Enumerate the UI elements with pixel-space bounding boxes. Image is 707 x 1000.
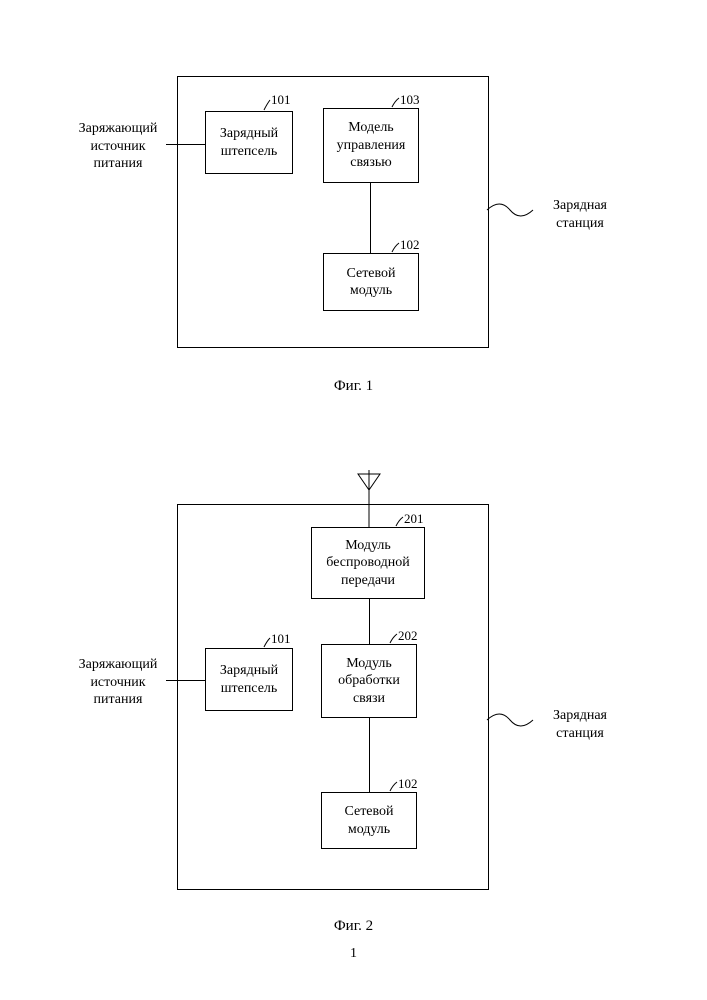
- text: Фиг. 2: [334, 918, 373, 934]
- fig2-right-wavy: [0, 0, 707, 1000]
- fig2-caption: Фиг. 2: [0, 918, 707, 935]
- fig2-right-label: Зарядная станция: [540, 707, 620, 742]
- page-number: 1: [0, 946, 707, 962]
- text: станция: [556, 726, 604, 741]
- text: Зарядная: [553, 708, 607, 723]
- text: 1: [350, 946, 357, 961]
